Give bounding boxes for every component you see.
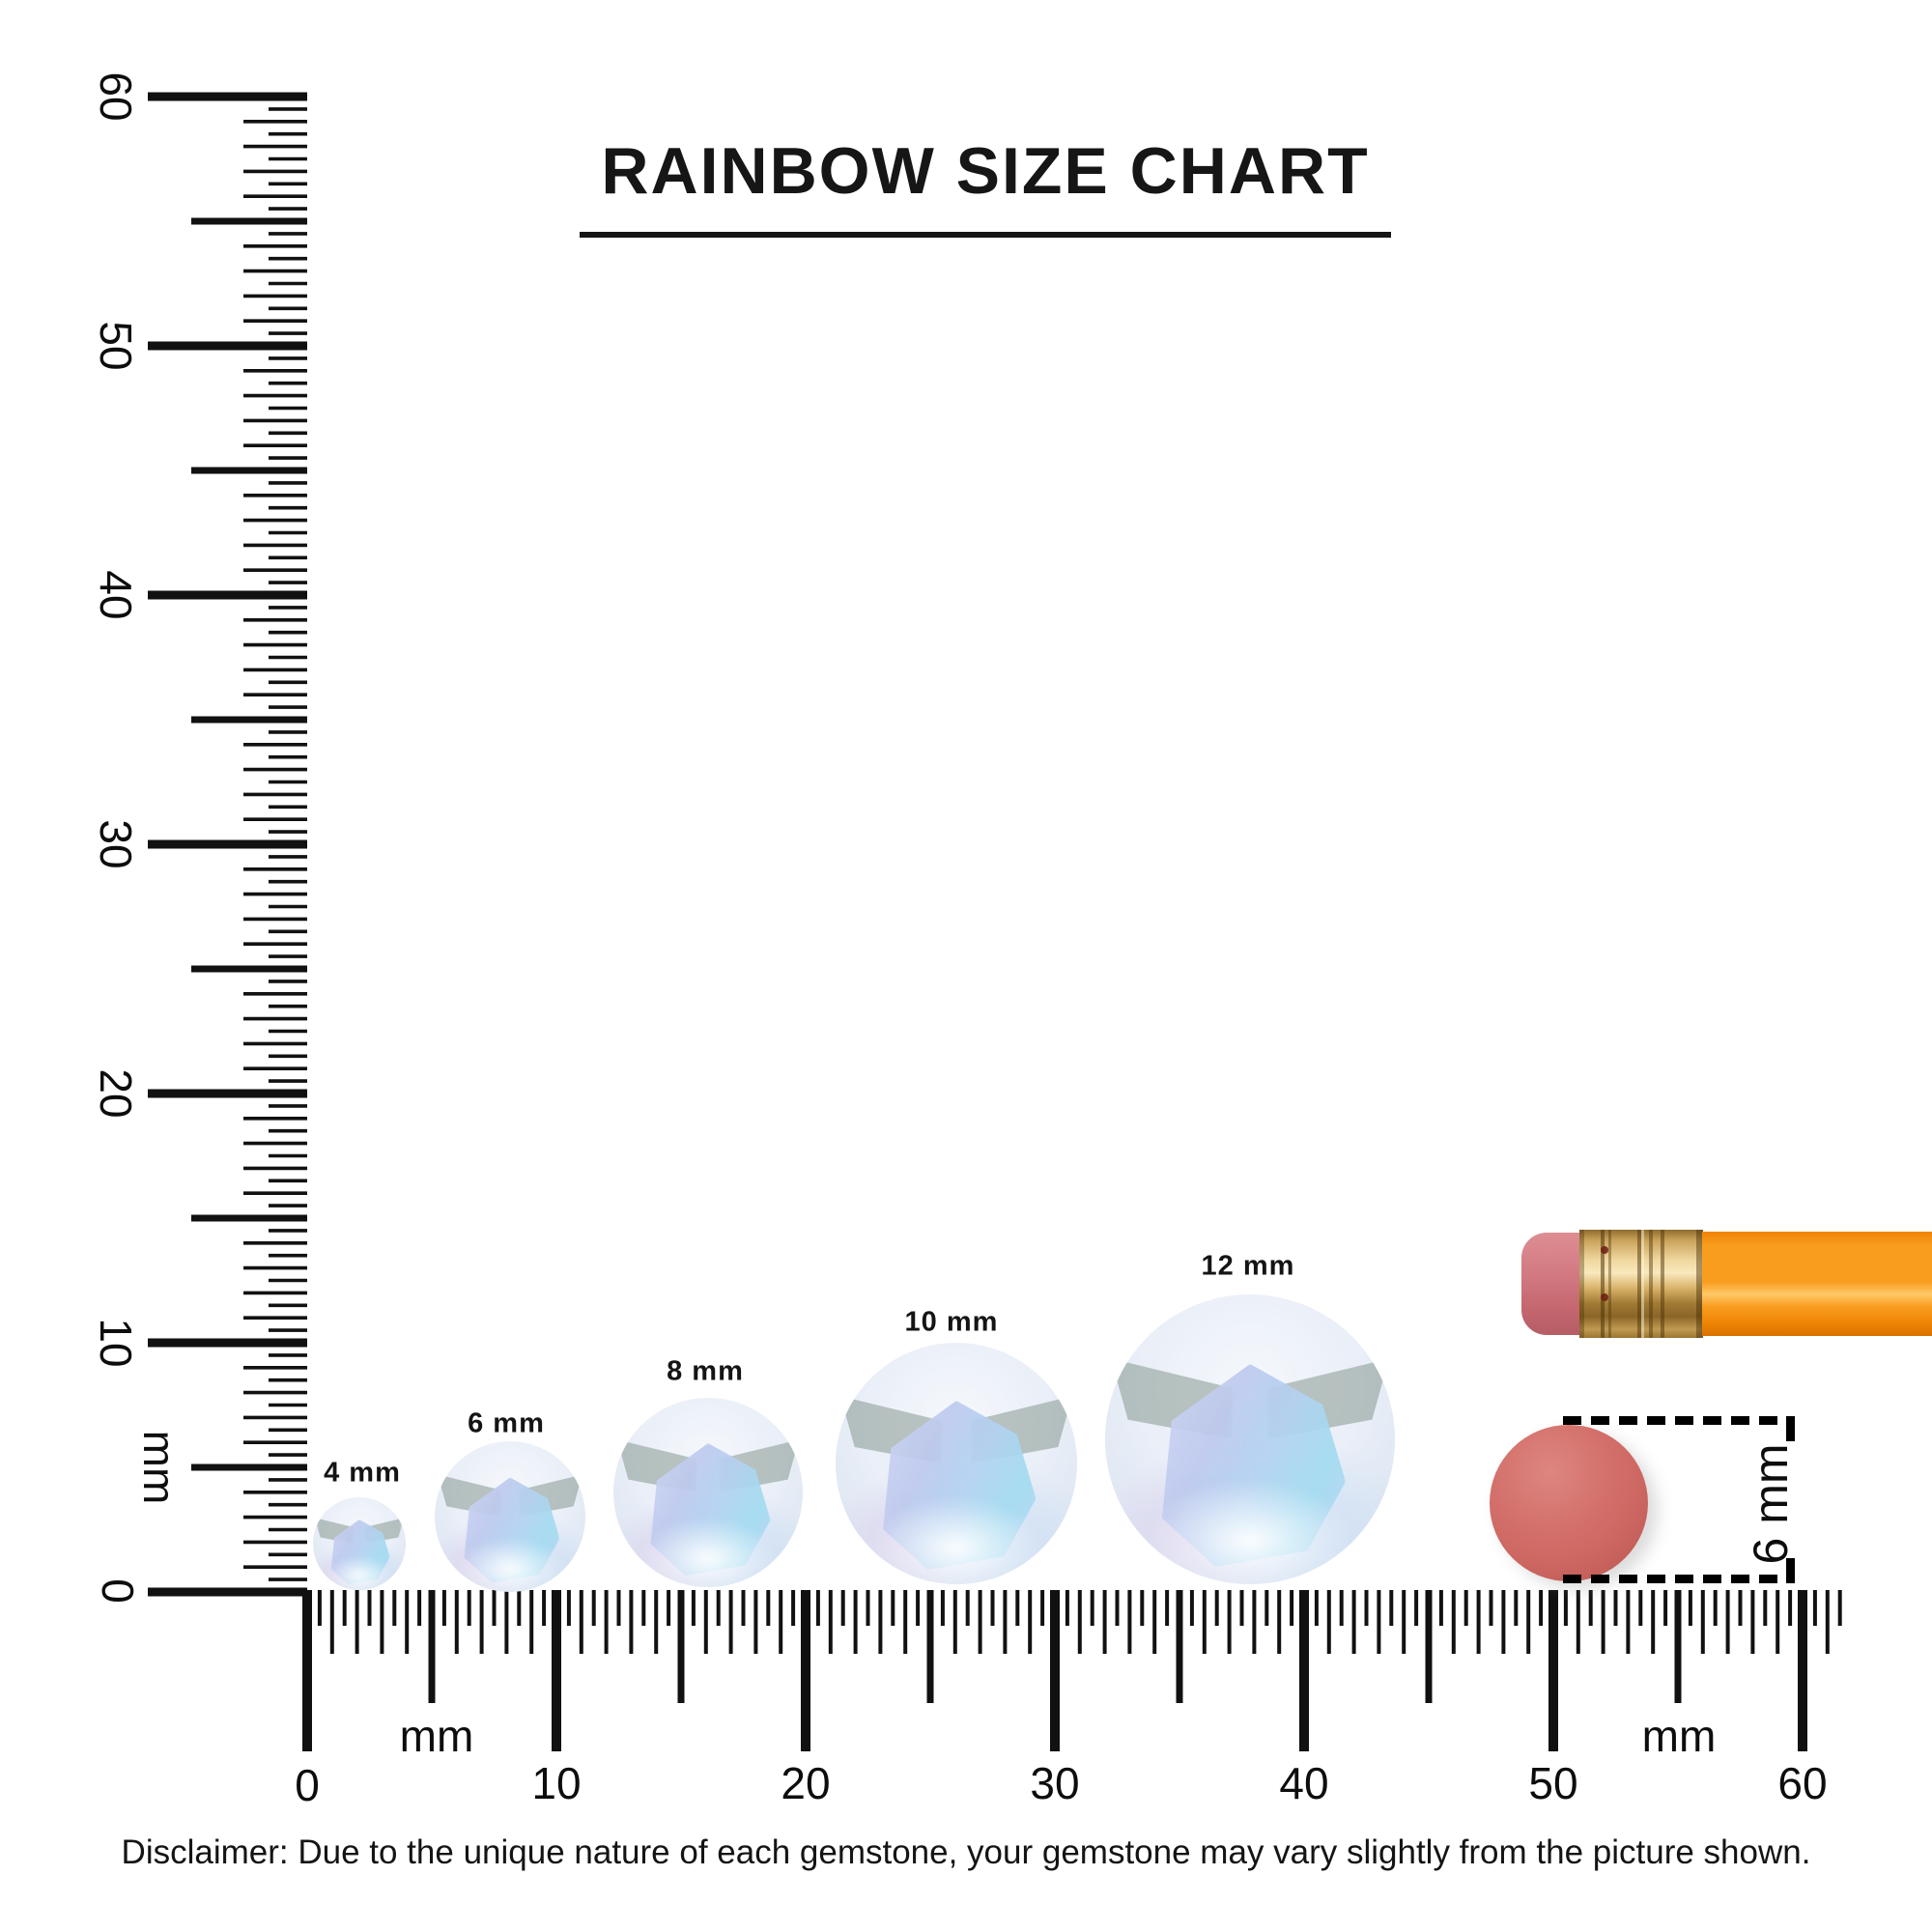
gem-glow (869, 1497, 1043, 1584)
measure-dash-bottom (1563, 1575, 1795, 1583)
h-unit-label-left: mm (399, 1711, 474, 1761)
eraser-top-view (1490, 1425, 1648, 1581)
ferrule-rivet-dot (1601, 1293, 1608, 1301)
v-tick-label-20: 20 (91, 1068, 141, 1119)
v-unit-label: mm (134, 1430, 185, 1505)
gem-label-4mm: 4 mm (324, 1457, 401, 1489)
gem-glow (326, 1556, 393, 1590)
measure-dash-top (1563, 1416, 1795, 1425)
gem-glow (455, 1537, 565, 1592)
ferrule-rivet-dot (1601, 1246, 1608, 1254)
gemstone-8mm (613, 1398, 803, 1587)
v-tick-label-0: 0 (93, 1578, 143, 1604)
h-tick-label-20: 20 (781, 1758, 831, 1808)
h-tick-label-30: 30 (1030, 1758, 1080, 1808)
pencil (1521, 1230, 1932, 1338)
gemstone-6mm (435, 1441, 585, 1592)
v-tick-label-30: 30 (91, 819, 141, 869)
h-tick-label-0: 0 (295, 1760, 320, 1810)
v-tick-label-10: 10 (91, 1318, 141, 1368)
eraser-size-label: 6 mm (1744, 1443, 1798, 1565)
h-tick-label-50: 50 (1528, 1758, 1578, 1808)
gemstone-4mm (313, 1497, 406, 1590)
gem-glow (1146, 1480, 1354, 1584)
pencil-ferrule (1579, 1230, 1703, 1338)
gem-glow (639, 1519, 777, 1587)
gem-label-6mm: 6 mm (468, 1407, 545, 1439)
v-tick-label-40: 40 (91, 570, 141, 620)
pencil-body (1702, 1232, 1932, 1336)
measure-dash-end-bottom (1786, 1558, 1795, 1583)
gemstone-10mm (836, 1343, 1077, 1584)
measure-dash-end-top (1786, 1416, 1795, 1441)
h-unit-label-right: mm (1641, 1711, 1717, 1761)
h-tick-label-10: 10 (531, 1758, 582, 1808)
disclaimer-text: Disclaimer: Due to the unique nature of … (121, 1833, 1811, 1871)
gem-label-12mm: 12 mm (1201, 1250, 1295, 1282)
gem-label-10mm: 10 mm (904, 1306, 999, 1338)
v-tick-label-50: 50 (91, 321, 141, 371)
h-tick-label-40: 40 (1279, 1758, 1329, 1808)
page-title: RAINBOW SIZE CHART (601, 134, 1370, 208)
v-tick-label-60: 60 (91, 71, 141, 122)
gem-label-8mm: 8 mm (667, 1355, 744, 1387)
h-tick-label-60: 60 (1777, 1758, 1828, 1808)
title-underline (580, 232, 1391, 238)
gemstone-12mm (1105, 1294, 1395, 1584)
pencil-eraser-tip (1521, 1233, 1581, 1335)
